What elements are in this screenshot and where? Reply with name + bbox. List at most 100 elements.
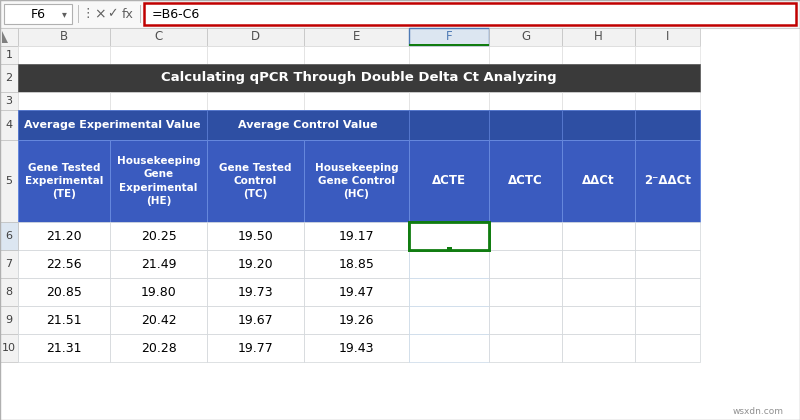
Text: 20.28: 20.28 — [141, 341, 176, 354]
Bar — [635, 28, 700, 46]
Text: 21.20: 21.20 — [46, 229, 82, 242]
Bar — [110, 28, 207, 46]
Bar — [562, 110, 635, 140]
Text: 21.51: 21.51 — [46, 313, 82, 326]
Text: B: B — [60, 31, 68, 44]
Bar — [110, 306, 207, 334]
Text: 22.56: 22.56 — [46, 257, 82, 270]
Text: 19.73: 19.73 — [238, 286, 274, 299]
Text: 20.25: 20.25 — [141, 229, 176, 242]
Bar — [409, 306, 489, 334]
Bar — [110, 278, 207, 306]
Bar — [562, 278, 635, 306]
Text: 20.42: 20.42 — [141, 313, 176, 326]
Bar — [409, 250, 489, 278]
Text: F6: F6 — [30, 8, 46, 21]
Bar — [110, 222, 207, 250]
Bar — [562, 250, 635, 278]
Bar — [562, 140, 635, 222]
Bar — [409, 92, 489, 110]
Text: D: D — [251, 31, 260, 44]
Text: 0.95: 0.95 — [435, 229, 463, 242]
Bar — [635, 306, 700, 334]
Text: 19.50: 19.50 — [238, 229, 274, 242]
Bar — [18, 140, 110, 222]
Text: fx: fx — [122, 8, 134, 21]
Bar — [207, 250, 304, 278]
Text: 21.49: 21.49 — [141, 257, 176, 270]
Text: 20.85: 20.85 — [46, 286, 82, 299]
Bar — [110, 334, 207, 362]
Bar — [304, 222, 409, 250]
Bar — [207, 92, 304, 110]
Bar — [489, 278, 562, 306]
Bar — [304, 140, 409, 222]
Bar — [207, 278, 304, 306]
Bar — [18, 110, 207, 140]
Bar — [489, 110, 562, 140]
Bar — [18, 278, 110, 306]
Text: 19.20: 19.20 — [238, 257, 274, 270]
Bar — [207, 140, 304, 222]
Bar — [304, 306, 409, 334]
Bar — [110, 92, 207, 110]
Text: wsxdn.com: wsxdn.com — [733, 407, 783, 417]
Text: ΔCTE: ΔCTE — [432, 174, 466, 187]
Text: Calculating qPCR Through Double Delta Ct Analyzing: Calculating qPCR Through Double Delta Ct… — [161, 71, 557, 84]
Text: 2: 2 — [6, 73, 13, 83]
Text: G: G — [521, 31, 530, 44]
Text: ▾: ▾ — [62, 9, 66, 19]
Bar — [18, 334, 110, 362]
Text: ΔΔCt: ΔΔCt — [582, 174, 615, 187]
Bar — [409, 44, 489, 46]
Text: 8: 8 — [6, 287, 13, 297]
Bar — [635, 110, 700, 140]
Bar — [635, 92, 700, 110]
Bar — [409, 28, 489, 46]
Bar — [489, 28, 562, 46]
Bar — [635, 334, 700, 362]
Bar — [489, 92, 562, 110]
Text: 10: 10 — [2, 343, 16, 353]
Bar — [489, 334, 562, 362]
Text: F: F — [446, 31, 452, 44]
Bar — [489, 306, 562, 334]
Bar — [409, 46, 489, 64]
Text: 19.47: 19.47 — [338, 286, 374, 299]
Text: ×: × — [94, 7, 106, 21]
Bar — [562, 222, 635, 250]
Text: 6: 6 — [6, 231, 13, 241]
Text: ⋮: ⋮ — [82, 8, 94, 21]
Bar — [489, 250, 562, 278]
Bar — [0, 278, 18, 306]
Bar — [304, 28, 409, 46]
Text: 1: 1 — [6, 50, 13, 60]
Polygon shape — [2, 31, 8, 43]
Bar — [635, 278, 700, 306]
Text: 7: 7 — [6, 259, 13, 269]
Text: I: I — [666, 31, 669, 44]
Bar — [409, 110, 489, 140]
Bar — [409, 222, 489, 250]
Text: H: H — [594, 31, 603, 44]
Text: E: E — [353, 31, 360, 44]
Bar — [4, 4, 72, 24]
Bar — [144, 3, 796, 25]
Text: Average Experimental Value: Average Experimental Value — [24, 120, 201, 130]
Text: 19.43: 19.43 — [338, 341, 374, 354]
Bar — [18, 222, 110, 250]
Bar — [207, 222, 304, 250]
Text: Housekeeping
Gene
Experimental
(HE): Housekeeping Gene Experimental (HE) — [117, 156, 200, 206]
Bar — [110, 250, 207, 278]
Bar — [562, 306, 635, 334]
Text: 18.85: 18.85 — [338, 257, 374, 270]
Bar — [304, 250, 409, 278]
Bar — [0, 334, 18, 362]
Bar — [0, 0, 800, 28]
Bar — [0, 222, 18, 250]
Bar — [78, 5, 79, 23]
Text: Gene Tested
Experimental
(TE): Gene Tested Experimental (TE) — [25, 163, 103, 199]
Bar — [0, 306, 18, 334]
Bar — [18, 28, 110, 46]
Bar — [635, 46, 700, 64]
